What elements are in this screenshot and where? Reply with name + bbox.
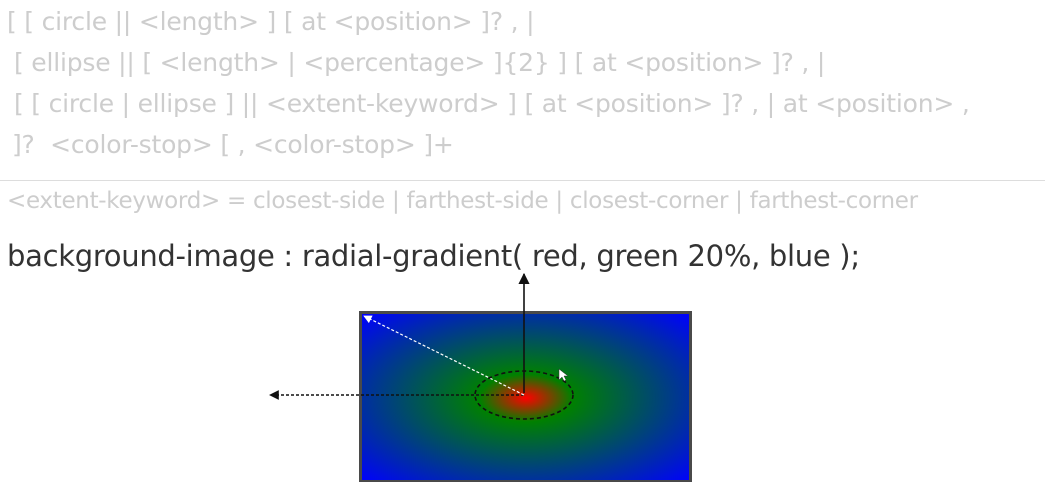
syntax-line-2: [ ellipse || [ <length> | <percentage> ]… [14,48,826,77]
example-code: background-image : radial-gradient( red,… [7,239,860,273]
syntax-line-3: [ [ circle | ellipse ] || <extent-keywor… [14,89,970,118]
radial-gradient-preview [359,311,692,482]
syntax-line-1: [ [ circle || <length> ] [ at <position>… [7,7,535,36]
section-divider [0,180,1045,181]
extent-keyword-definition: <extent-keyword> = closest-side | farthe… [7,188,918,214]
syntax-line-4: ]? <color-stop> [ , <color-stop> ]+ [12,130,454,159]
